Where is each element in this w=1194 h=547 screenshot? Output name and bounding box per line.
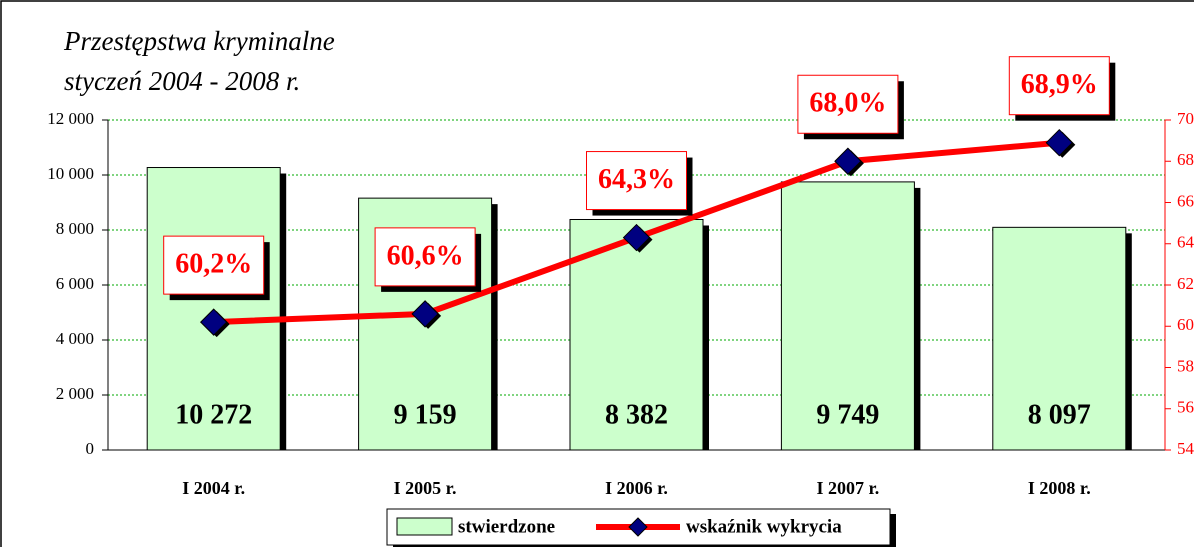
y-tick-label: 4 000 [56,329,94,348]
marker [622,223,651,252]
value-label-box [797,74,899,134]
legend-label: wskaźnik wykrycia [686,516,842,537]
line-value-label: 68,0% [809,88,886,119]
y-tick-label: 10 000 [47,164,94,183]
marker [834,147,862,175]
value-label-box [374,227,476,287]
y2-tick-label: 64 [1177,233,1194,252]
y-tick-label: 2 000 [56,384,94,403]
y2-tick-label: 66 [1177,191,1194,210]
bar-value-label: 9 749 [816,399,879,430]
y2-tick-label: 70 [1177,109,1194,128]
bar-value-label: 8 097 [1028,399,1091,430]
y2-tick-label: 68 [1177,150,1194,169]
y2-tick-label: 56 [1177,398,1194,417]
x-tick-label: I 2004 r. [182,478,245,498]
x-tick-label: I 2008 r. [1028,478,1091,498]
bar [780,181,915,451]
chart-title: Przestępstwa kryminalne [63,26,335,56]
y2-tick-label: 54 [1177,439,1194,458]
y-tick-label: 6 000 [56,274,94,293]
marker [199,308,228,336]
line-value-label: 60,6% [387,240,464,271]
bar-value-label: 10 272 [175,399,252,430]
legend-swatch [396,517,453,536]
value-label-box [1008,56,1110,116]
marker [411,300,439,328]
chart-title: styczeń 2004 - 2008 r. [64,66,300,96]
bar-value-label: 9 159 [394,399,457,430]
value-label-box [586,151,687,211]
x-tick-label: I 2005 r. [394,478,457,498]
line-value-label: 64,3% [598,164,675,195]
bar [992,226,1127,451]
legend-label: stwierdzone [458,516,555,537]
x-tick-label: I 2007 r. [816,478,879,498]
y-tick-label: 0 [86,439,95,458]
x-tick-label: I 2006 r. [605,478,668,498]
y-tick-label: 8 000 [56,219,94,238]
y-tick-label: 12 000 [47,109,94,128]
bar-value-label: 8 382 [605,399,668,430]
legend-marker [628,517,648,537]
y2-tick-label: 62 [1177,274,1194,293]
line-value-label: 60,2% [175,249,252,280]
y2-tick-label: 60 [1177,315,1194,334]
marker [1045,128,1074,157]
bar [569,218,704,451]
value-label-box [163,235,265,295]
y2-tick-label: 58 [1177,356,1194,375]
line-value-label: 68,9% [1021,69,1098,100]
